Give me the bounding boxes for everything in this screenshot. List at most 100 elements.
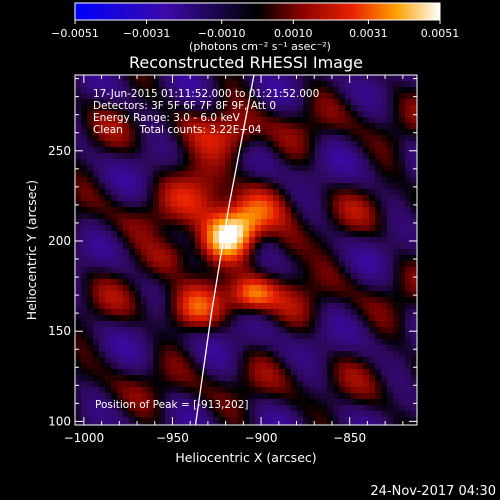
heatmap-cell bbox=[93, 201, 100, 208]
heatmap-cell bbox=[303, 177, 310, 184]
heatmap-cell bbox=[99, 207, 106, 214]
heatmap-cell bbox=[345, 255, 352, 262]
heatmap-cell bbox=[405, 369, 412, 376]
heatmap-cell bbox=[333, 369, 340, 376]
heatmap-cell bbox=[207, 405, 214, 412]
heatmap-cell bbox=[285, 231, 292, 238]
heatmap-cell bbox=[267, 393, 274, 400]
heatmap-cell bbox=[327, 135, 334, 142]
heatmap-cell bbox=[411, 357, 417, 364]
heatmap-cell bbox=[93, 135, 100, 142]
heatmap-cell bbox=[207, 231, 214, 238]
heatmap-cell bbox=[147, 129, 154, 136]
heatmap-cell bbox=[279, 219, 286, 226]
heatmap-cell bbox=[291, 291, 298, 298]
heatmap-cell bbox=[189, 291, 196, 298]
heatmap-cell bbox=[213, 387, 220, 394]
heatmap-cell bbox=[165, 309, 172, 316]
heatmap-cell bbox=[357, 123, 364, 130]
heatmap-cell bbox=[357, 357, 364, 364]
colorbar-tick-label: 0.0010 bbox=[274, 27, 313, 40]
heatmap-cell bbox=[411, 351, 417, 358]
heatmap-cell bbox=[99, 261, 106, 268]
heatmap-cell bbox=[123, 339, 130, 346]
heatmap-cell bbox=[195, 345, 202, 352]
heatmap-cell bbox=[123, 255, 130, 262]
heatmap-cell bbox=[237, 363, 244, 370]
heatmap-cell bbox=[309, 393, 316, 400]
heatmap-cell bbox=[153, 243, 160, 250]
heatmap-cell bbox=[195, 279, 202, 286]
heatmap-cell bbox=[285, 327, 292, 334]
heatmap-cell bbox=[291, 165, 298, 172]
heatmap-cell bbox=[195, 75, 202, 82]
heatmap-cell bbox=[357, 411, 364, 418]
heatmap-cell bbox=[333, 291, 340, 298]
heatmap-cell bbox=[171, 267, 178, 274]
heatmap-cell bbox=[231, 339, 238, 346]
heatmap-cell bbox=[219, 225, 226, 232]
heatmap-cell bbox=[75, 261, 82, 268]
heatmap-cell bbox=[123, 387, 130, 394]
heatmap-cell bbox=[267, 327, 274, 334]
heatmap-cell bbox=[333, 273, 340, 280]
heatmap-cell bbox=[213, 243, 220, 250]
heatmap-cell bbox=[399, 171, 406, 178]
heatmap-cell bbox=[243, 273, 250, 280]
heatmap-cell bbox=[183, 213, 190, 220]
heatmap-cell bbox=[411, 165, 417, 172]
heatmap-cell bbox=[387, 171, 394, 178]
heatmap-cell bbox=[261, 219, 268, 226]
heatmap-cell bbox=[315, 339, 322, 346]
heatmap-cell bbox=[339, 111, 346, 118]
heatmap-cell bbox=[135, 219, 142, 226]
heatmap-cell bbox=[369, 123, 376, 130]
heatmap-cell bbox=[201, 339, 208, 346]
heatmap-cell bbox=[87, 177, 94, 184]
heatmap-cell bbox=[327, 393, 334, 400]
heatmap-cell bbox=[213, 177, 220, 184]
heatmap-cell bbox=[381, 81, 388, 88]
heatmap-cell bbox=[219, 351, 226, 358]
heatmap-cell bbox=[327, 111, 334, 118]
heatmap-cell bbox=[405, 111, 412, 118]
heatmap-cell bbox=[237, 99, 244, 106]
heatmap-cell bbox=[369, 117, 376, 124]
heatmap-cell bbox=[237, 153, 244, 160]
heatmap-cell bbox=[273, 123, 280, 130]
heatmap-cell bbox=[399, 363, 406, 370]
heatmap-cell bbox=[357, 327, 364, 334]
heatmap-cell bbox=[99, 369, 106, 376]
heatmap-cell bbox=[273, 309, 280, 316]
heatmap-cell bbox=[387, 405, 394, 412]
heatmap-cell bbox=[81, 165, 88, 172]
heatmap-cell bbox=[273, 111, 280, 118]
heatmap-cell bbox=[387, 321, 394, 328]
heatmap-cell bbox=[333, 279, 340, 286]
heatmap-cell bbox=[81, 339, 88, 346]
heatmap-cell bbox=[207, 399, 214, 406]
heatmap-cell bbox=[123, 243, 130, 250]
heatmap-cell bbox=[255, 333, 262, 340]
x-tick-label: −950 bbox=[156, 431, 189, 445]
heatmap-cell bbox=[375, 387, 382, 394]
heatmap-cell bbox=[255, 363, 262, 370]
heatmap-cell bbox=[225, 117, 232, 124]
heatmap-cell bbox=[159, 405, 166, 412]
heatmap-cell bbox=[123, 303, 130, 310]
heatmap-cell bbox=[309, 279, 316, 286]
heatmap-cell bbox=[249, 273, 256, 280]
heatmap-cell bbox=[93, 75, 100, 82]
heatmap-cell bbox=[333, 357, 340, 364]
heatmap-cell bbox=[291, 411, 298, 418]
heatmap-cell bbox=[87, 135, 94, 142]
heatmap-cell bbox=[225, 267, 232, 274]
heatmap-cell bbox=[279, 273, 286, 280]
heatmap-cell bbox=[363, 291, 370, 298]
heatmap-cell bbox=[321, 111, 328, 118]
heatmap-cell bbox=[105, 177, 112, 184]
heatmap-cell bbox=[333, 189, 340, 196]
heatmap-cell bbox=[153, 321, 160, 328]
heatmap-image bbox=[75, 75, 417, 425]
